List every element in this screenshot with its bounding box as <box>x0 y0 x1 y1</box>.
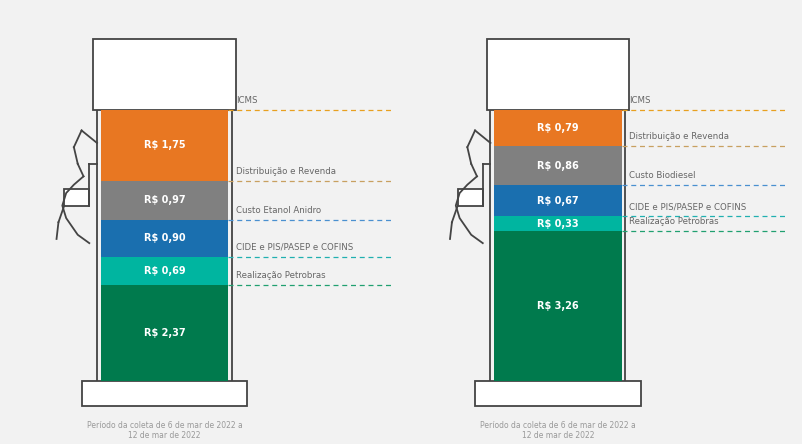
Text: Período da coleta de 6 de mar de 2022 a
12 de mar de 2022: Período da coleta de 6 de mar de 2022 a … <box>87 420 242 440</box>
Bar <box>494 185 621 216</box>
Text: R$ 0,67: R$ 0,67 <box>537 196 578 206</box>
Text: Custo Biodiesel: Custo Biodiesel <box>629 171 695 180</box>
Bar <box>101 220 228 257</box>
Bar <box>82 381 247 406</box>
Bar <box>486 39 629 110</box>
Bar <box>101 181 228 220</box>
Bar <box>93 39 236 110</box>
Text: Distribuição e Revenda: Distribuição e Revenda <box>236 166 335 176</box>
Text: Período da coleta de 6 de mar de 2022 a
12 de mar de 2022: Período da coleta de 6 de mar de 2022 a … <box>480 420 635 440</box>
Bar <box>101 257 228 285</box>
Bar <box>457 189 482 206</box>
Text: CIDE e PIS/PASEP e COFINS: CIDE e PIS/PASEP e COFINS <box>629 202 746 211</box>
Text: R$ 0,86: R$ 0,86 <box>537 161 578 170</box>
Text: R$ 2,37: R$ 2,37 <box>144 328 185 338</box>
Bar <box>101 285 228 381</box>
Text: Realização Petrobras: Realização Petrobras <box>629 217 718 226</box>
Text: R$ 0,79: R$ 0,79 <box>537 123 578 133</box>
Text: R$ 0,97: R$ 0,97 <box>144 195 185 205</box>
Bar <box>494 231 621 381</box>
Text: CIDE e PIS/PASEP e COFINS: CIDE e PIS/PASEP e COFINS <box>236 242 353 252</box>
Text: R$ 0,69: R$ 0,69 <box>144 266 185 276</box>
Bar <box>494 216 621 231</box>
Bar <box>475 381 640 406</box>
Text: Custo Etanol Anidro: Custo Etanol Anidro <box>236 206 321 215</box>
Text: R$ 1,75: R$ 1,75 <box>144 140 185 150</box>
Text: ICMS: ICMS <box>629 95 650 105</box>
Text: ICMS: ICMS <box>236 95 257 105</box>
Text: R$ 0,33: R$ 0,33 <box>537 218 578 229</box>
Bar <box>494 110 621 146</box>
Bar <box>64 189 89 206</box>
Text: Distribuição e Revenda: Distribuição e Revenda <box>629 132 728 141</box>
Text: R$ 0,90: R$ 0,90 <box>144 233 185 243</box>
Text: R$ 3,26: R$ 3,26 <box>537 301 578 311</box>
Bar <box>494 146 621 185</box>
Bar <box>101 110 228 181</box>
Text: Realização Petrobras: Realização Petrobras <box>236 270 325 280</box>
